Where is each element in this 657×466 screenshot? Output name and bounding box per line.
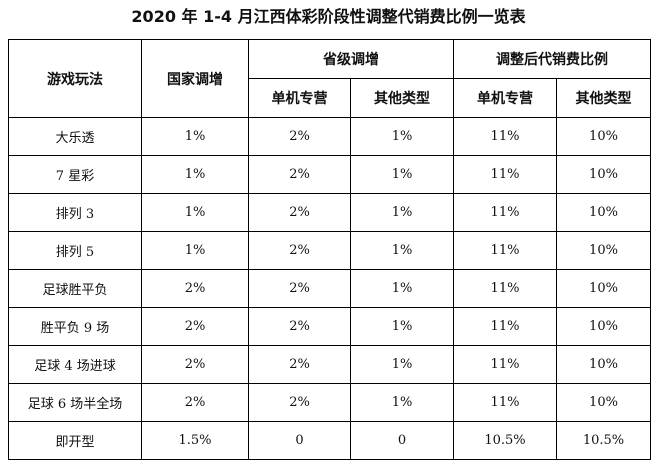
table-body: 大乐透 1% 2% 1% 11% 10% 7 星彩 1% 2% 1% 11% 10% 排列 3 1% 2% 1… <box>8 117 651 460</box>
cell-provincial-single: 2% <box>248 193 351 232</box>
cell-adjusted-other: 10% <box>556 345 651 384</box>
cell-provincial-other: 1% <box>350 383 454 422</box>
cell-provincial-single: 2% <box>248 117 351 156</box>
header-adjusted-single: 单机专营 <box>453 78 557 118</box>
header-adjusted-other: 其他类型 <box>556 78 651 118</box>
cell-adjusted-other: 10% <box>556 117 651 156</box>
table-row: 胜平负 9 场 2% 2% 1% 11% 10% <box>8 307 651 346</box>
cell-provincial-single: 2% <box>248 269 351 308</box>
table-row: 即开型 1.5% 0 0 10.5% 10.5% <box>8 421 651 460</box>
cell-provincial-other: 1% <box>350 117 454 156</box>
cell-national: 1% <box>141 193 249 232</box>
cell-provincial-other: 0 <box>350 421 454 460</box>
table-row: 排列 3 1% 2% 1% 11% 10% <box>8 193 651 232</box>
cell-national: 2% <box>141 345 249 384</box>
cell-provincial-single: 0 <box>248 421 351 460</box>
cell-national: 1% <box>141 231 249 270</box>
cell-provincial-other: 1% <box>350 231 454 270</box>
header-provincial-single: 单机专营 <box>248 78 351 118</box>
header-national: 国家调增 <box>141 39 249 118</box>
cell-adjusted-single: 11% <box>453 383 557 422</box>
cell-game: 胜平负 9 场 <box>8 307 142 346</box>
cell-national: 2% <box>141 383 249 422</box>
cell-provincial-single: 2% <box>248 383 351 422</box>
cell-national: 2% <box>141 269 249 308</box>
cell-provincial-single: 2% <box>248 307 351 346</box>
cell-game: 7 星彩 <box>8 155 142 194</box>
cell-game: 排列 3 <box>8 193 142 232</box>
header-row-1: 游戏玩法 国家调增 省级调增 调整后代销费比例 <box>8 39 651 118</box>
header-adjusted: 调整后代销费比例 <box>453 39 651 79</box>
cell-adjusted-other: 10.5% <box>556 421 651 460</box>
table-row: 足球 6 场半全场 2% 2% 1% 11% 10% <box>8 383 651 422</box>
cell-national: 1% <box>141 155 249 194</box>
header-provincial: 省级调增 <box>248 39 454 79</box>
cell-provincial-other: 1% <box>350 269 454 308</box>
cell-adjusted-other: 10% <box>556 155 651 194</box>
cell-game: 排列 5 <box>8 231 142 270</box>
cell-game: 足球 4 场进球 <box>8 345 142 384</box>
cell-adjusted-single: 11% <box>453 117 557 156</box>
cell-adjusted-single: 11% <box>453 193 557 232</box>
cell-provincial-other: 1% <box>350 155 454 194</box>
cell-game: 大乐透 <box>8 117 142 156</box>
header-game: 游戏玩法 <box>8 39 142 118</box>
cell-adjusted-single: 11% <box>453 345 557 384</box>
table-row: 足球胜平负 2% 2% 1% 11% 10% <box>8 269 651 308</box>
cell-game: 足球 6 场半全场 <box>8 383 142 422</box>
header-row-2: 单机专营 其他类型 单机专营 其他类型 <box>9 78 651 118</box>
cell-provincial-other: 1% <box>350 193 454 232</box>
table-row: 7 星彩 1% 2% 1% 11% 10% <box>8 155 651 194</box>
table-row: 大乐透 1% 2% 1% 11% 10% <box>8 117 651 156</box>
table-row: 排列 5 1% 2% 1% 11% 10% <box>8 231 651 270</box>
cell-adjusted-single: 10.5% <box>453 421 557 460</box>
cell-national: 1.5% <box>141 421 249 460</box>
cell-national: 2% <box>141 307 249 346</box>
cell-provincial-other: 1% <box>350 307 454 346</box>
cell-game: 即开型 <box>8 421 142 460</box>
cell-adjusted-single: 11% <box>453 307 557 346</box>
cell-game: 足球胜平负 <box>8 269 142 308</box>
cell-adjusted-other: 10% <box>556 383 651 422</box>
cell-adjusted-other: 10% <box>556 193 651 232</box>
cell-adjusted-other: 10% <box>556 231 651 270</box>
cell-national: 1% <box>141 117 249 156</box>
cell-adjusted-single: 11% <box>453 231 557 270</box>
table-row: 足球 4 场进球 2% 2% 1% 11% 10% <box>8 345 651 384</box>
fee-ratio-table: 游戏玩法 国家调增 省级调增 调整后代销费比例 单机专营 其他类型 单机专营 其… <box>8 39 651 460</box>
cell-provincial-other: 1% <box>350 345 454 384</box>
cell-adjusted-other: 10% <box>556 269 651 308</box>
page-title: 2020 年 1-4 月江西体彩阶段性调整代销费比例一览表 <box>131 7 526 26</box>
cell-adjusted-single: 11% <box>453 155 557 194</box>
header-provincial-other: 其他类型 <box>350 78 454 118</box>
cell-provincial-single: 2% <box>248 231 351 270</box>
cell-provincial-single: 2% <box>248 345 351 384</box>
cell-adjusted-single: 11% <box>453 269 557 308</box>
cell-provincial-single: 2% <box>248 155 351 194</box>
cell-adjusted-other: 10% <box>556 307 651 346</box>
